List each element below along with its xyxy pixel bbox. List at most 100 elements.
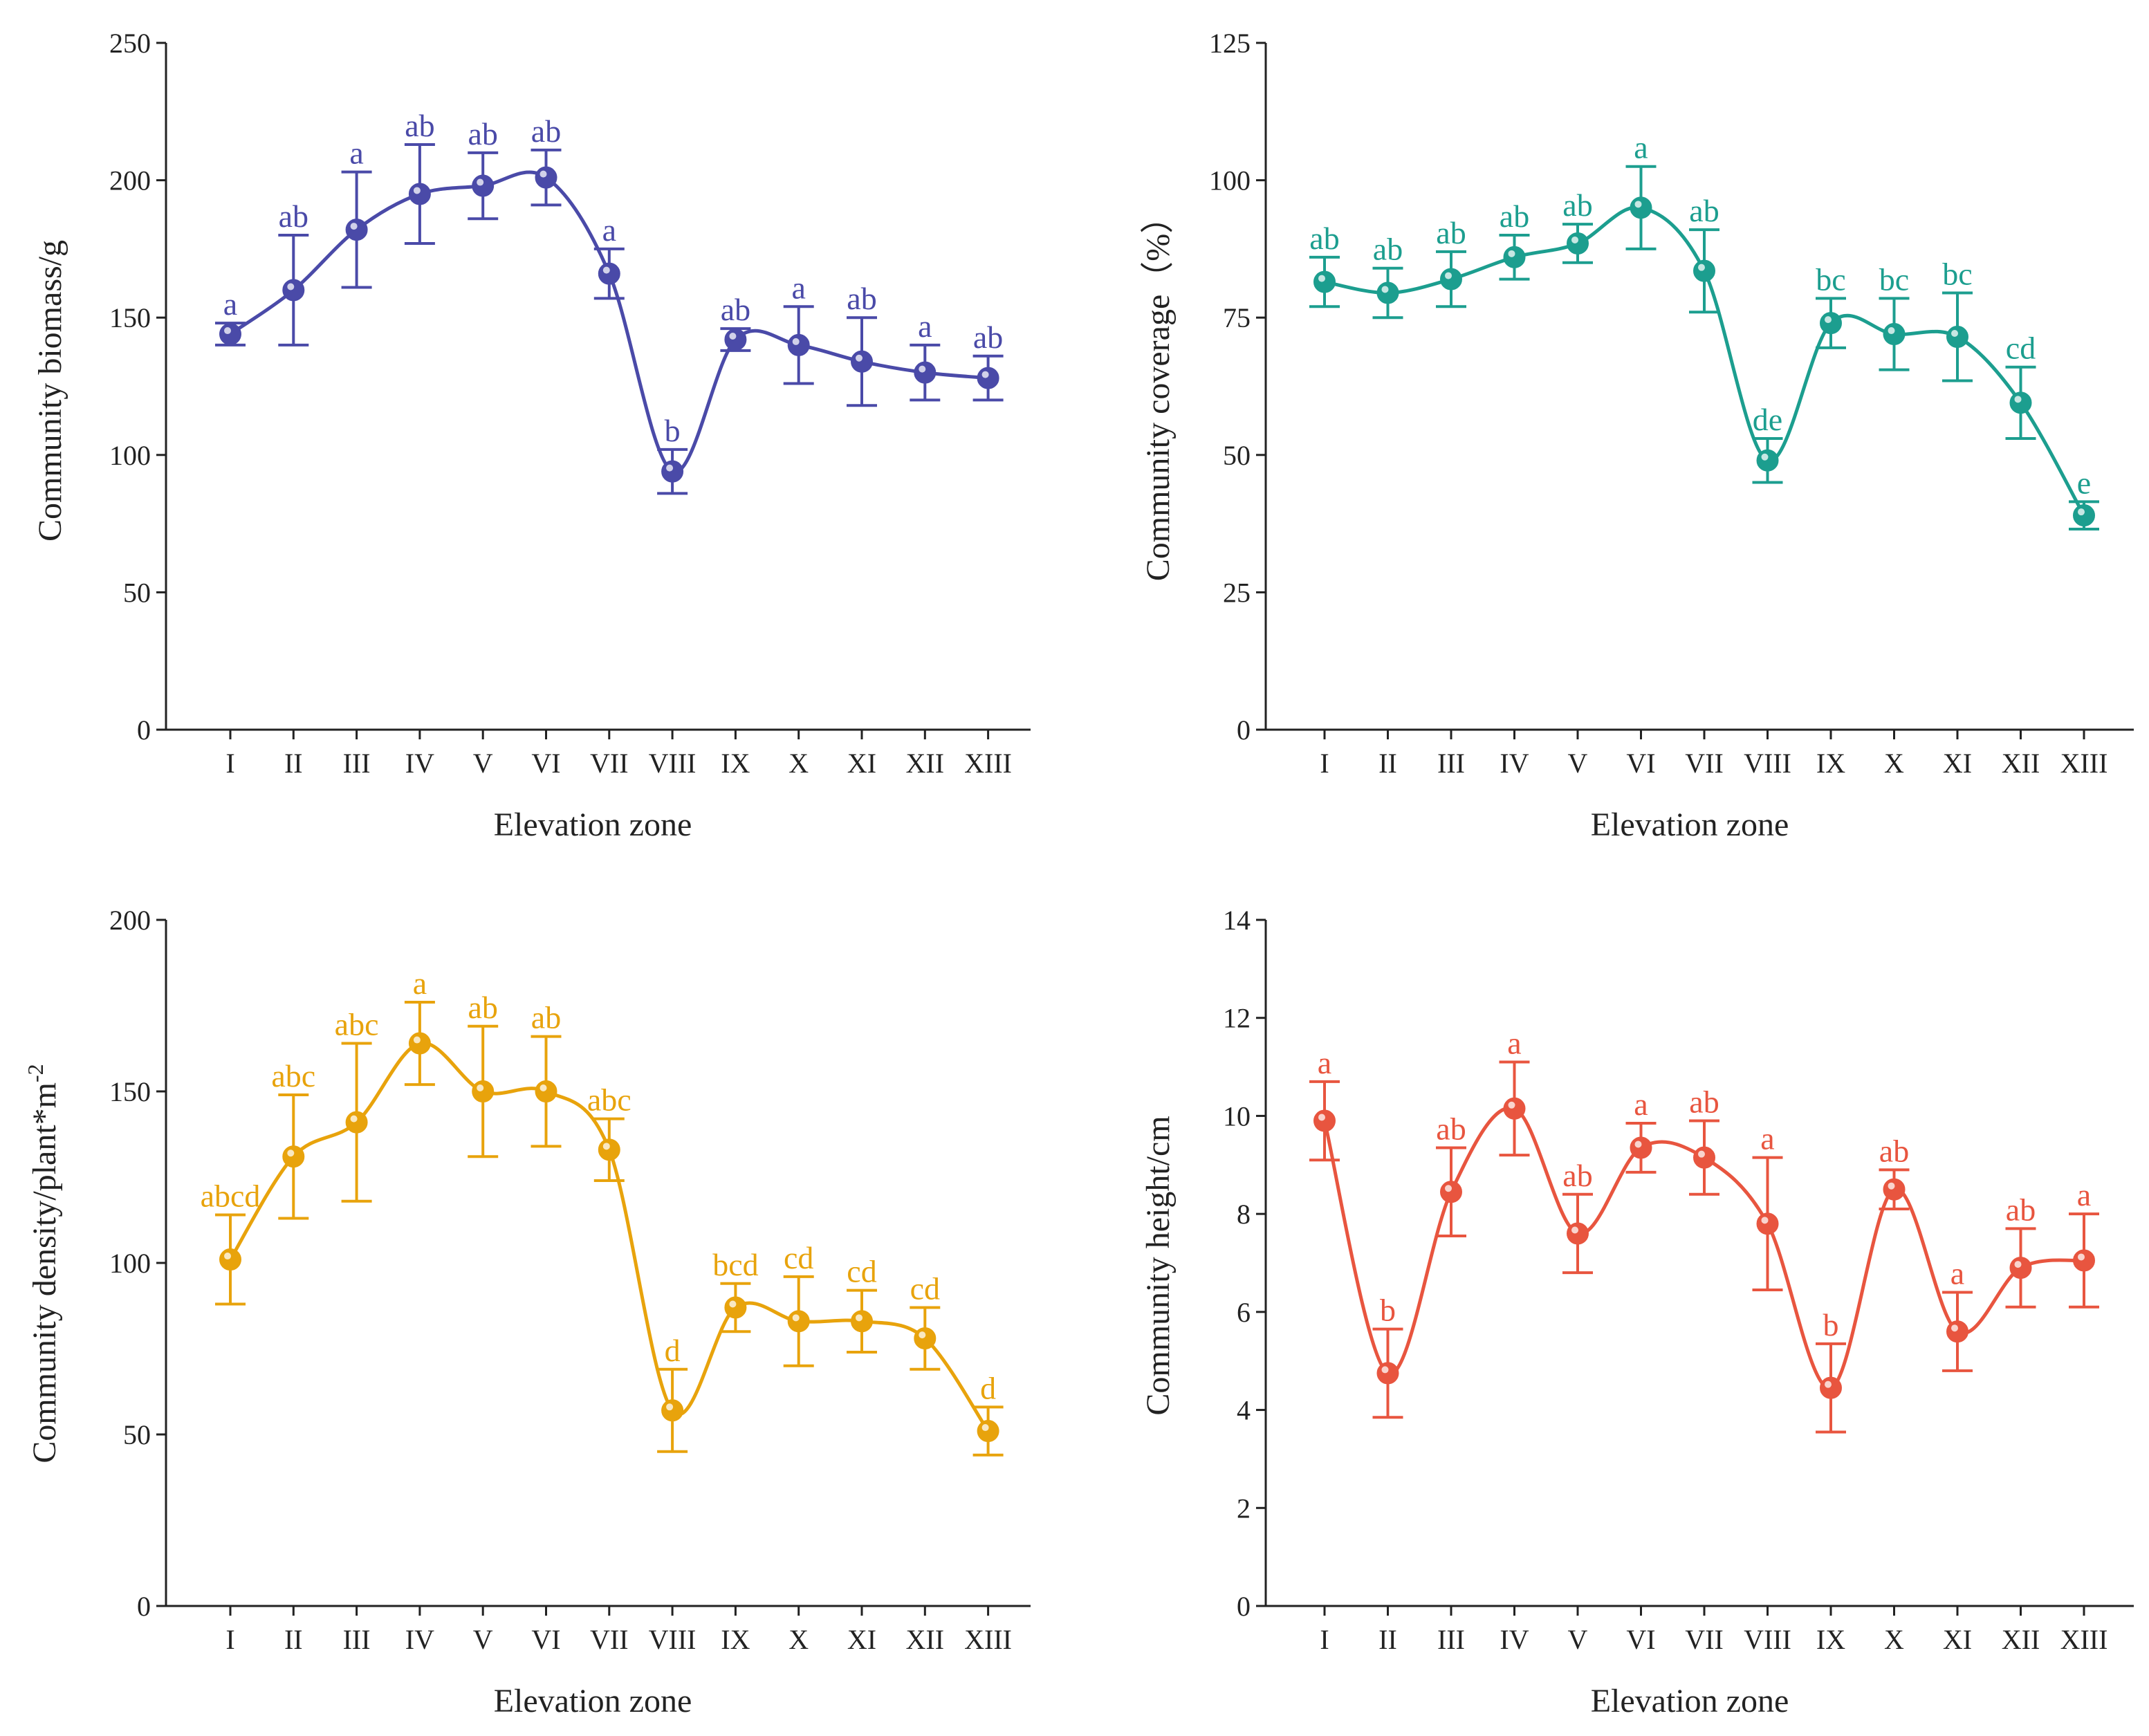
x-tick-label: VI [1626,748,1655,779]
x-tick-label: IV [405,748,434,779]
y-tick-label: 8 [1237,1199,1251,1230]
data-point [1883,1178,1906,1201]
significance-label: de [1753,402,1782,437]
data-point-highlight [287,1149,295,1157]
data-point [408,1032,431,1055]
significance-label: ab [279,198,308,234]
significance-label: a [1634,130,1648,165]
significance-label: bcd [712,1247,758,1282]
x-tick-label: VII [1685,1624,1724,1655]
significance-label: b [1823,1307,1839,1342]
data-point-highlight [1318,1114,1325,1121]
data-point-highlight [350,1115,358,1123]
data-point [661,460,684,483]
x-tick-label: VI [531,748,560,779]
data-point [977,1420,999,1443]
data-point-highlight [2014,396,2022,403]
data-point [219,1248,241,1271]
data-point [1503,246,1526,268]
data-point [408,183,431,205]
significance-label: abcd [201,1179,261,1214]
data-point-highlight [792,1314,800,1322]
significance-label: ab [531,1000,561,1035]
x-tick-label: I [1320,748,1329,779]
significance-label: ab [2006,1192,2036,1227]
y-tick-label: 200 [109,165,151,196]
significance-label: a [2077,1177,2091,1212]
data-point-highlight [1508,250,1515,257]
significance-label: a [602,212,616,248]
data-point [1376,281,1399,304]
significance-label: a [1760,1121,1774,1156]
x-tick-label: XII [906,1624,945,1655]
significance-label: b [665,413,681,448]
x-tick-label: VIII [1744,748,1791,779]
data-point-highlight [1825,316,1832,324]
data-point [787,1310,810,1333]
x-tick-label: VII [590,1624,629,1655]
data-point [2009,391,2032,414]
x-tick-label: X [788,1624,809,1655]
data-point-highlight [1761,453,1769,461]
data-point-highlight [350,223,358,230]
significance-label: ab [721,292,750,327]
data-point-highlight [1951,1324,1958,1332]
data-point-highlight [413,187,421,194]
significance-label: bc [1942,256,1972,291]
significance-label: ab [1689,1084,1719,1120]
data-point [851,350,873,373]
significance-label: a [349,136,363,171]
x-tick-label: V [1568,1624,1588,1655]
x-tick-label: VI [1626,1624,1655,1655]
y-tick-label: 0 [1237,714,1251,746]
significance-label: ab [531,113,561,149]
x-tick-label: XI [847,748,876,779]
data-point [914,1327,937,1350]
x-tick-label: XII [2002,1624,2040,1655]
significance-label: cd [2006,331,2036,366]
data-point [787,333,810,356]
y-tick-label: 200 [109,905,151,936]
y-tick-label: 6 [1237,1297,1251,1328]
x-tick-label: III [343,748,371,779]
y-axis-title: Community coverage（%） [1140,201,1177,582]
data-point-highlight [1571,1226,1578,1234]
data-point [282,279,305,302]
x-tick-label: VII [1685,748,1724,779]
data-point [1693,259,1715,282]
x-tick-label: XI [1943,1624,1972,1655]
x-tick-label: X [1884,1624,1904,1655]
data-point-highlight [413,1036,421,1044]
y-tick-label: 100 [109,440,151,471]
data-point-highlight [792,338,800,345]
x-tick-label: II [1378,748,1397,779]
x-tick-label: IX [1816,1624,1845,1655]
y-tick-label: 75 [1223,302,1251,333]
data-point-highlight [1318,275,1325,282]
x-tick-label: VIII [649,748,697,779]
data-point [219,323,241,346]
significance-label: d [980,1370,996,1405]
significance-label: ab [1879,1133,1909,1168]
y-tick-label: 50 [123,1419,151,1450]
x-tick-label: III [1437,1624,1465,1655]
data-point [535,1080,557,1102]
x-axis-title: Elevation zone [494,1683,692,1719]
x-tick-label: IV [405,1624,434,1655]
data-point [1440,268,1462,290]
x-tick-label: X [788,748,809,779]
data-point [2073,1249,2095,1272]
panel-biomass-chart: Community biomass/g Elevation zone 0 50 10… [32,28,1031,843]
significance-label: b [1380,1293,1396,1328]
y-tick-label: 150 [109,302,151,333]
significance-label: a [1507,1025,1521,1060]
data-point [1756,1212,1779,1235]
data-point [1756,449,1779,472]
data-point [1376,1362,1399,1385]
y-tick-label: 250 [109,28,151,59]
x-tick-label: XIII [964,1624,1012,1655]
x-tick-label: XIII [964,748,1012,779]
data-point [1567,1222,1589,1245]
significance-label: abc [587,1082,631,1118]
x-tick-label: IX [721,748,750,779]
